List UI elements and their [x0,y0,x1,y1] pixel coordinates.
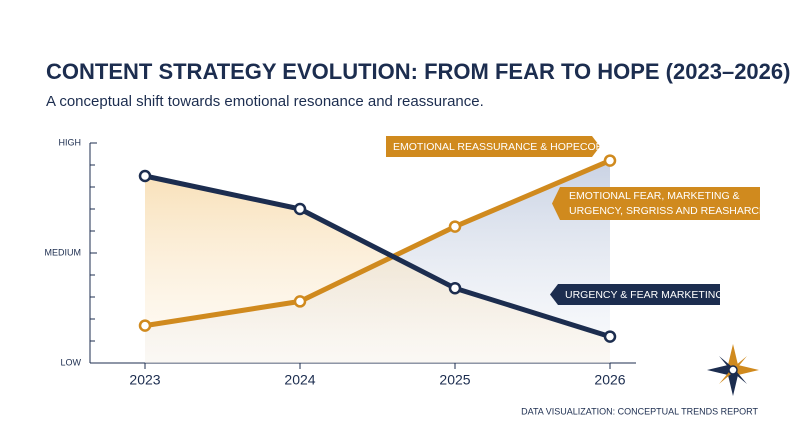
point [293,202,307,216]
point [448,220,462,233]
x-tick-label: 2023 [129,372,160,388]
callout-text: URGENCY, SRGRISS AND REASHARCE [569,205,766,217]
point [448,281,462,295]
y-tick-label: HIGH [59,137,82,147]
callout-text: EMOTIONAL REASSURANCE & HOPECORE [393,141,610,153]
compass-icon [707,344,759,396]
chart-title: CONTENT STRATEGY EVOLUTION: FROM FEAR TO… [46,59,790,84]
chart-subtitle: A conceptual shift towards emotional res… [46,93,484,110]
callout-text: URGENCY & FEAR MARKETING [565,289,724,301]
point [293,295,307,308]
point [603,330,617,343]
y-tick-label: MEDIUM [45,247,82,257]
point [138,169,152,183]
point [603,154,617,167]
callout-box [386,136,600,157]
x-tick-label: 2025 [439,372,470,388]
point [138,319,152,332]
y-tick-label: LOW [60,357,81,367]
callout-box [550,284,720,305]
area [145,176,610,363]
callout-box [552,187,760,220]
x-tick-label: 2024 [284,372,315,388]
line [144,158,611,329]
callout-text: EMOTIONAL FEAR, MARKETING & [569,190,740,202]
line [144,173,611,339]
x-tick-label: 2026 [594,372,625,388]
footer: DATA VISUALIZATION: CONCEPTUAL TRENDS RE… [521,406,758,416]
